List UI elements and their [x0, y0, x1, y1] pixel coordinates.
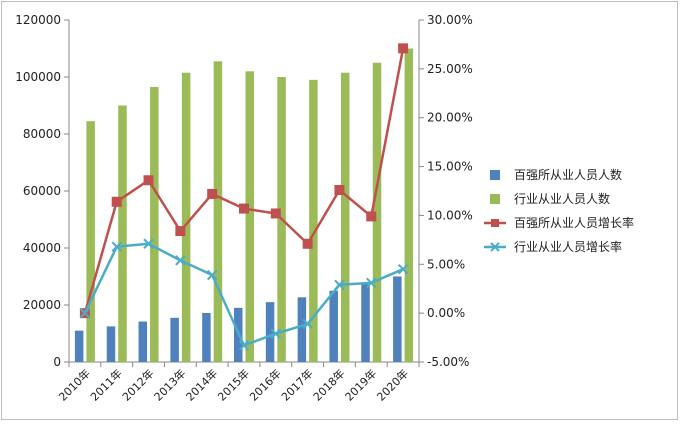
point-industry-growth: [79, 307, 91, 319]
point-industry-growth: [175, 255, 186, 266]
point-top100-growth: [207, 188, 218, 199]
bar-top100-staff: [393, 276, 402, 362]
x-tick-label: 2015年: [215, 366, 252, 403]
point-top100-growth: [270, 208, 281, 219]
point-top100-growth: [334, 185, 345, 196]
y-left-tick-label: 100000: [15, 70, 61, 84]
bar-top100-staff: [138, 321, 148, 362]
line-industry-growth: [83, 242, 404, 347]
bars: [74, 48, 414, 363]
y-left-tick-label: 40000: [23, 241, 61, 255]
point-industry-growth: [143, 238, 154, 249]
point-industry-growth: [270, 328, 282, 339]
legend-swatch: [490, 194, 500, 204]
x-tick-label: 2014年: [183, 366, 220, 403]
point-industry-growth: [334, 279, 345, 291]
legend-label: 行业从业人员增长率: [514, 239, 622, 254]
point-mark-stroke: [175, 255, 186, 266]
lines: [79, 43, 409, 351]
legend-swatch-marker: [491, 219, 499, 227]
bar-industry-staff: [118, 105, 127, 362]
point-top100-growth: [175, 226, 186, 237]
y-right-tick-label: 10.00%: [427, 208, 473, 222]
point-industry-growth: [366, 277, 377, 289]
point-mark-stroke: [111, 241, 122, 252]
bar-industry-staff: [181, 72, 191, 362]
line-top100-growth: [83, 48, 405, 314]
bar-top100-staff: [106, 326, 116, 362]
y-left-tick-label: 20000: [23, 298, 61, 312]
bar-top100-staff: [361, 282, 370, 362]
point-mark-stroke: [143, 238, 154, 249]
bar-industry-staff: [245, 71, 254, 363]
bar-top100-staff: [74, 330, 84, 362]
bar-industry-staff: [213, 61, 223, 362]
y-right-tick-label: 0.00%: [427, 306, 465, 320]
bar-industry-staff: [340, 72, 350, 362]
y-right-tick-label: 25.00%: [427, 62, 473, 76]
y-left-tick-label: 80000: [23, 127, 61, 141]
y-left-tick-label: 60000: [23, 184, 61, 198]
bar-top100-staff: [329, 290, 338, 362]
point-mark-stroke: [238, 340, 250, 351]
bar-top100-staff: [265, 302, 275, 362]
point-top100-growth: [239, 203, 249, 214]
legend-label: 百强所从业人员人数: [514, 167, 622, 182]
point-mark-stroke: [302, 318, 313, 330]
bar-industry-staff: [150, 86, 159, 362]
legend-label: 行业从业人员人数: [514, 191, 610, 206]
x-tick-label: 2011年: [87, 366, 124, 403]
bar-top100-staff: [202, 312, 211, 362]
point-industry-growth: [302, 318, 313, 330]
point-mark-stroke: [366, 277, 377, 289]
x-tick-label: 2013年: [151, 366, 188, 403]
y-right-tick-label: 30.00%: [427, 13, 473, 27]
point-mark-stroke: [397, 263, 409, 275]
y-right-tick-label: -5.00%: [427, 355, 469, 369]
x-tick-label: 2017年: [278, 366, 315, 403]
legend-swatch-marker: [490, 242, 500, 252]
point-mark-stroke: [334, 279, 345, 291]
point-industry-growth: [397, 263, 409, 275]
legend-swatch: [490, 170, 500, 180]
x-tick-label: 2019年: [342, 366, 379, 403]
x-tick-label: 2012年: [119, 366, 156, 403]
y-right-tick-label: 5.00%: [427, 257, 465, 271]
point-mark-stroke: [270, 328, 282, 339]
point-top100-growth: [111, 196, 122, 207]
bar-industry-staff: [404, 48, 414, 362]
point-mark-stroke: [79, 307, 91, 319]
point-industry-growth: [206, 269, 218, 281]
bar-top100-staff: [170, 317, 179, 362]
bar-industry-staff: [372, 62, 382, 362]
y-left-tick-label: 0: [53, 355, 61, 369]
point-industry-growth: [238, 340, 250, 351]
x-tick-label: 2020年: [374, 366, 411, 403]
point-top100-growth: [143, 175, 154, 186]
y-right-tick-label: 15.00%: [427, 160, 473, 174]
y-left-tick-label: 120000: [15, 13, 61, 27]
bar-top100-staff: [297, 297, 307, 362]
x-tick-label: 2016年: [246, 366, 283, 403]
x-tick-label: 2010年: [56, 366, 93, 403]
bar-industry-staff: [309, 79, 318, 362]
bar-industry-staff: [86, 121, 95, 362]
legend-label: 百强所从业人员增长率: [514, 215, 634, 230]
point-mark-stroke: [206, 269, 218, 281]
point-top100-growth: [302, 238, 313, 249]
x-tick-label: 2018年: [310, 366, 347, 403]
y-right-tick-label: 20.00%: [427, 111, 473, 125]
point-industry-growth: [111, 241, 122, 252]
point-top100-growth: [366, 211, 377, 222]
point-top100-growth: [398, 43, 409, 54]
